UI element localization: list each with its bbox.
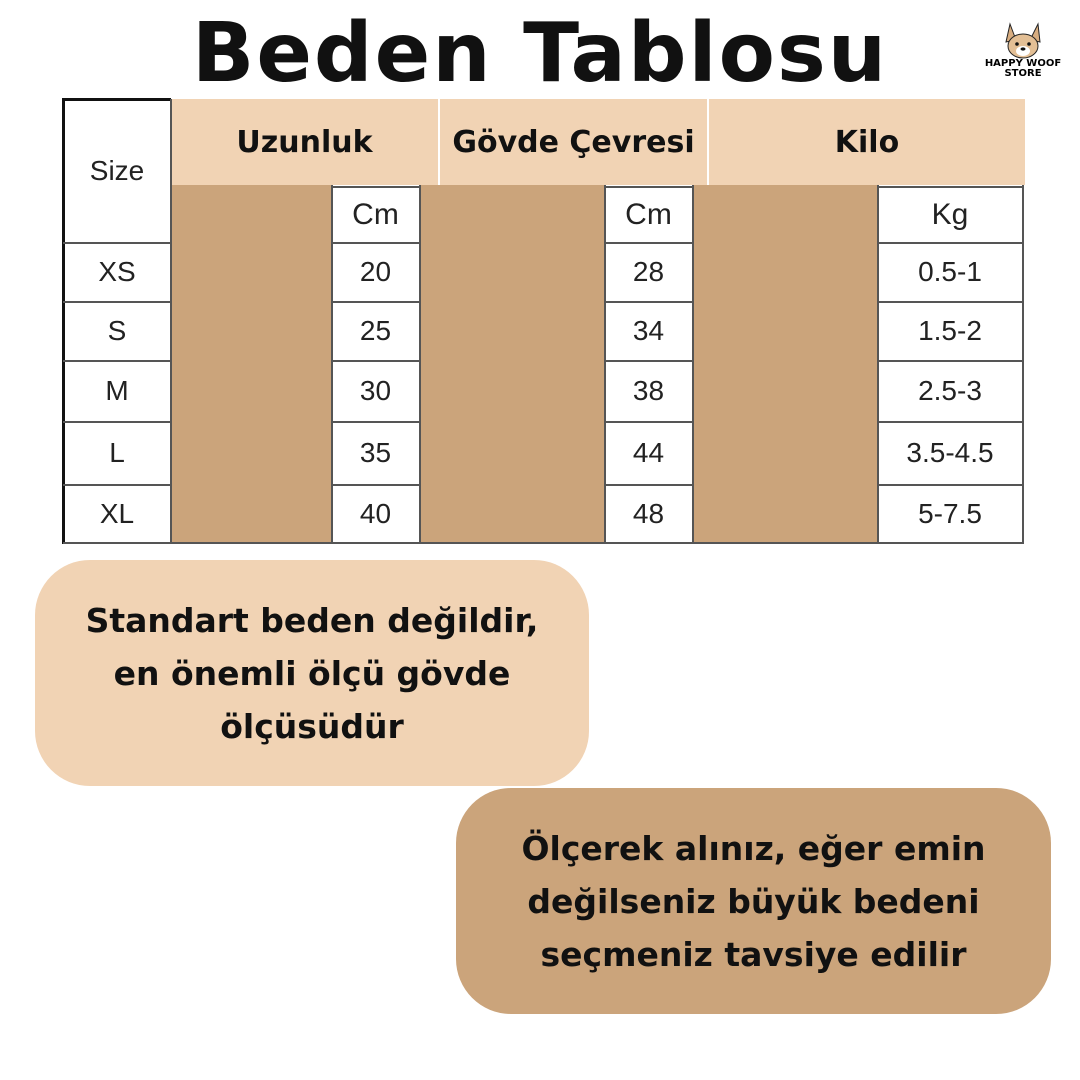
- row-divider: [63, 360, 171, 362]
- value-cell: 40: [359, 497, 392, 529]
- row-divider: [604, 301, 693, 303]
- size-cell: S: [107, 314, 127, 346]
- table-border: [331, 186, 420, 188]
- dog-face-icon: HAPPY WOOF STORE: [985, 22, 1061, 79]
- row-divider: [63, 242, 171, 244]
- value-cell: 2.5-3: [918, 374, 982, 406]
- row-divider: [331, 242, 420, 244]
- value-cell: 34: [632, 314, 665, 346]
- header-kilo: Kilo: [709, 99, 1025, 185]
- value-cell: 1.5-2: [918, 314, 982, 346]
- row-divider: [63, 301, 171, 303]
- table-border: [692, 185, 694, 544]
- row-divider: [604, 360, 693, 362]
- header-uzunluk: Uzunluk: [171, 99, 438, 185]
- table-border: [170, 99, 172, 544]
- row-divider: [604, 242, 693, 244]
- value-cell: 35: [359, 436, 392, 468]
- table-border: [877, 186, 1023, 188]
- size-cell: XL: [99, 497, 135, 529]
- table-border: [877, 185, 879, 544]
- unit-label: Cm: [352, 198, 399, 231]
- table-border: [331, 185, 333, 544]
- row-divider: [877, 360, 1023, 362]
- table-border: [1022, 185, 1024, 544]
- table-border: [604, 186, 693, 188]
- value-cell: 28: [632, 255, 665, 287]
- row-divider: [877, 242, 1023, 244]
- row-divider: [63, 421, 171, 423]
- value-cell: 30: [359, 374, 392, 406]
- row-divider: [63, 484, 171, 486]
- header-govde-cevresi: Gövde Çevresi: [440, 99, 707, 185]
- brand-logo: HAPPY WOOF STORE: [978, 20, 1068, 80]
- value-cell: 38: [632, 374, 665, 406]
- size-table: Uzunluk Gövde Çevresi Kilo Size Cm Cm Kg…: [62, 98, 1025, 544]
- row-divider: [604, 421, 693, 423]
- row-divider: [331, 301, 420, 303]
- row-divider: [331, 484, 420, 486]
- value-cell: 25: [359, 314, 392, 346]
- table-border: [62, 98, 171, 101]
- row-divider: [877, 484, 1023, 486]
- value-cell: 20: [359, 255, 392, 287]
- note-standard-size: Standart beden değildir, en önemli ölçü …: [35, 560, 589, 786]
- size-cell: M: [105, 374, 129, 406]
- value-cell: 0.5-1: [918, 255, 982, 287]
- value-cell: 3.5-4.5: [906, 436, 994, 468]
- row-divider: [877, 301, 1023, 303]
- unit-label: Kg: [931, 198, 969, 231]
- note-measure-advice: Ölçerek alınız, eğer emin değilseniz büy…: [456, 788, 1051, 1014]
- value-cell: 44: [632, 436, 665, 468]
- table-border: [604, 185, 606, 544]
- size-cell: XS: [98, 255, 136, 287]
- color-block: [693, 185, 877, 543]
- logo-text: STORE: [1004, 68, 1041, 79]
- size-header: Size: [89, 154, 145, 186]
- size-cell: L: [109, 436, 125, 468]
- unit-label: Cm: [625, 198, 672, 231]
- value-cell: 5-7.5: [918, 497, 982, 529]
- value-cell: 48: [632, 497, 665, 529]
- row-divider: [877, 421, 1023, 423]
- color-block: [420, 185, 604, 543]
- table-border: [419, 185, 421, 544]
- row-divider: [331, 421, 420, 423]
- table-border: [62, 99, 65, 544]
- logo-text: HAPPY WOOF: [985, 58, 1061, 69]
- row-divider: [331, 360, 420, 362]
- page-title: Beden Tablosu: [191, 6, 889, 101]
- color-block: [171, 185, 331, 543]
- row-divider: [604, 484, 693, 486]
- table-border: [63, 542, 1023, 544]
